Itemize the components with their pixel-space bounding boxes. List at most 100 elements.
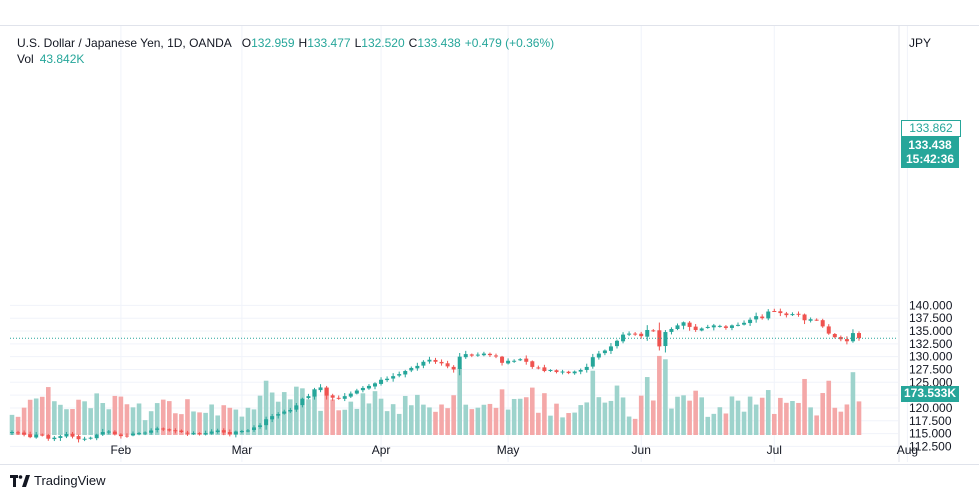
x-tick-label: Jul [767,443,782,457]
candle-body [633,333,638,335]
candle-body [149,430,154,433]
volume-bar [288,399,293,435]
candle-body [336,397,341,399]
volume-bar [699,397,704,435]
volume-value: 43.842K [39,52,85,66]
candle-body [52,437,57,440]
volume-bar [523,397,529,435]
candle-body [530,361,535,367]
volume-bar [197,412,202,435]
candle-body [766,311,771,319]
volume-bar [76,399,81,435]
close-value: 133.438 [417,36,461,50]
candle-body [203,433,208,435]
candle-body [548,369,553,371]
y-tick-label: 130.000 [909,350,953,364]
volume-bar [614,385,620,435]
candle-body [584,366,589,370]
candle-body [754,316,759,320]
candle-body [209,431,214,434]
y-tick-label: 117.500 [909,414,952,428]
volume-bar [167,401,172,435]
candle-body [820,320,825,327]
close-label: C [408,36,418,50]
volume-bars [9,355,862,435]
volume-bar [802,378,807,435]
candle-body [542,367,547,372]
volume-bar [154,403,160,435]
tradingview-logo-icon [10,474,30,487]
candle-body [82,438,87,440]
candle-body [415,365,420,369]
volume-bar [723,413,729,435]
volume-bar [46,387,51,435]
volume-bar [118,396,124,435]
volume-bar [179,414,184,435]
volume-bar [820,393,825,435]
volume-bar [747,396,753,435]
volume-bar [638,395,644,435]
volume-bar [439,404,444,435]
volume-bar [15,416,21,435]
candle-body [760,316,765,319]
candle-body [796,313,801,315]
volume-bar [88,408,93,435]
candle-body [137,433,142,435]
candle-body [282,411,287,414]
volume-bar [136,403,142,435]
candle-body [469,354,474,356]
candle-body [112,431,117,435]
candle-body [312,389,317,397]
candle-body [360,387,365,391]
candle-body [494,355,498,357]
volume-bar [148,411,154,435]
high-value: 133.477 [307,36,351,50]
volume-bar [269,392,275,435]
candle-body [590,357,595,367]
volume-bar [360,393,366,435]
candle-body [28,434,33,438]
volume-price-tag: 173.533K [901,386,959,402]
volume-bar [227,407,233,435]
volume-bar [505,409,511,435]
candle-body [506,360,511,364]
volume-bar [421,404,426,435]
volume-bar [39,396,45,435]
volume-bar [608,400,614,435]
high-label: H [298,36,308,50]
currency-label: JPY [909,36,932,50]
volume-bar [58,404,63,435]
candle-body [802,314,807,321]
volume-bar [312,389,317,435]
candle-body [318,387,323,391]
candle-body [300,398,305,406]
volume-bar [191,411,196,435]
candle-body [790,314,795,316]
volume-bar [160,399,166,435]
candle-body [34,434,39,438]
symbol-title[interactable]: U.S. Dollar / Japanese Yen, 1D, OANDA [17,36,232,50]
volume-bar [705,416,711,435]
last-price-value: 133.438 [908,138,952,152]
candle-body [784,313,789,316]
brand-footer[interactable]: TradingView [10,473,106,488]
candle-body [191,433,196,435]
candle-body [245,430,250,432]
volume-bar [342,409,348,435]
candle-body [409,367,414,371]
volume-bar [384,411,390,435]
candle-body [717,325,722,327]
volume-bar [372,391,378,435]
chart-legend: U.S. Dollar / Japanese Yen, 1D, OANDA O13… [17,35,554,67]
candle-body [167,429,172,431]
chart-frame [0,25,979,465]
time-axis: Feb Mar Apr May Jun Jul Aug [111,443,919,457]
volume-bar [52,401,57,435]
volume-bar [560,417,565,435]
candle-body [118,434,123,437]
volume-bar [300,388,305,435]
candle-body [70,433,75,437]
candle-body [239,431,244,433]
volume-label[interactable]: Vol [17,52,34,66]
